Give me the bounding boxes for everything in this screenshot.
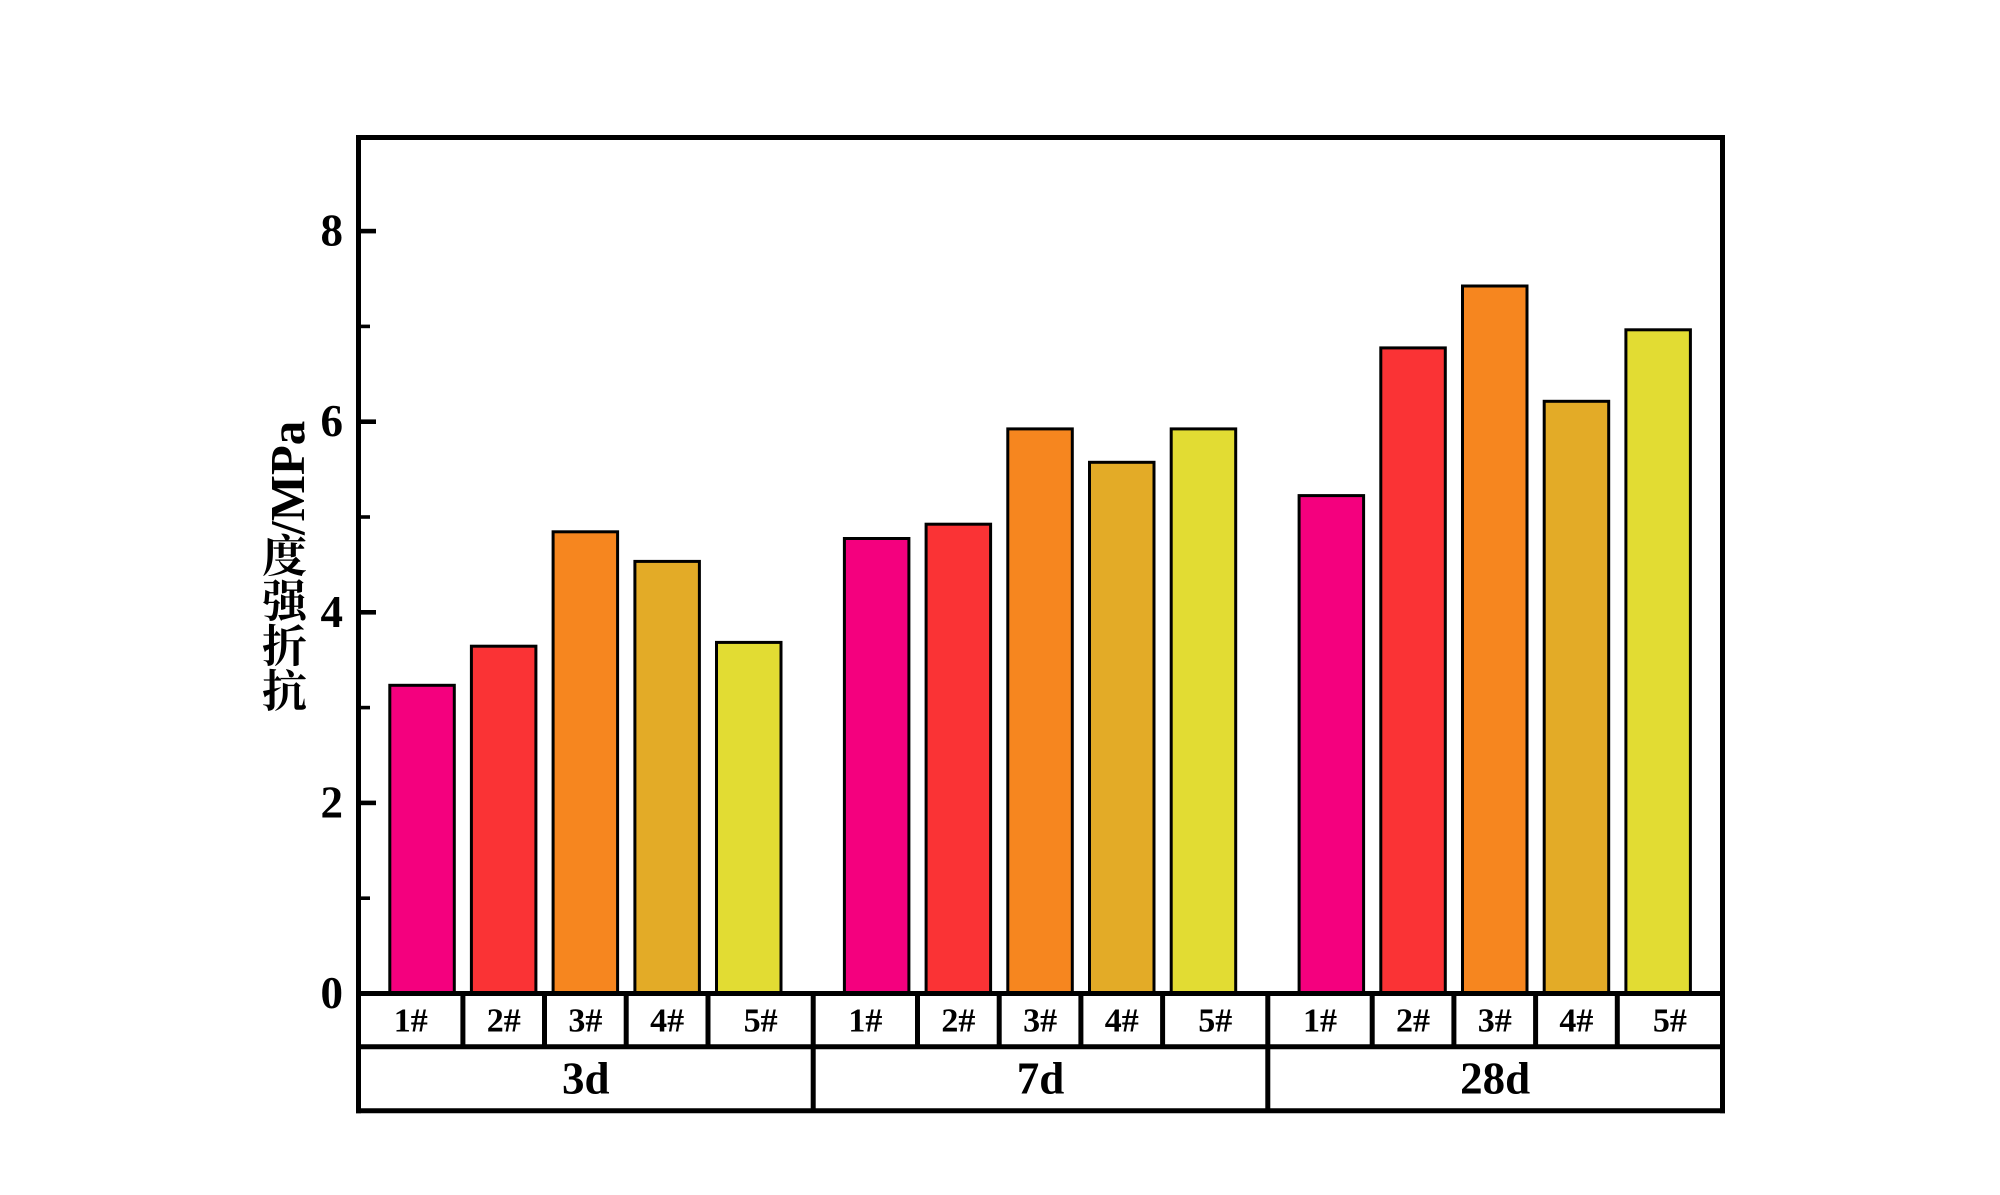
svg-text:2: 2 xyxy=(321,777,344,827)
svg-text:4#: 4# xyxy=(1105,1003,1139,1040)
svg-text:3#: 3# xyxy=(1023,1003,1057,1040)
svg-text:/MPa: /MPa xyxy=(260,421,315,536)
svg-text:7d: 7d xyxy=(1017,1054,1065,1104)
svg-text:4#: 4# xyxy=(650,1003,684,1040)
svg-text:3#: 3# xyxy=(568,1003,602,1040)
svg-text:8: 8 xyxy=(321,206,344,256)
svg-text:3d: 3d xyxy=(562,1054,610,1104)
svg-text:4: 4 xyxy=(321,587,344,637)
svg-text:6: 6 xyxy=(321,396,344,446)
svg-text:4#: 4# xyxy=(1559,1003,1593,1040)
svg-text:3#: 3# xyxy=(1478,1003,1512,1040)
svg-text:1#: 1# xyxy=(848,1003,882,1040)
svg-text:0: 0 xyxy=(321,968,344,1018)
svg-text:2#: 2# xyxy=(1396,1003,1430,1040)
svg-text:1#: 1# xyxy=(1303,1003,1337,1040)
svg-text:5#: 5# xyxy=(744,1003,778,1040)
svg-text:1#: 1# xyxy=(394,1003,428,1040)
svg-text:5#: 5# xyxy=(1653,1003,1687,1040)
svg-text:2#: 2# xyxy=(941,1003,975,1040)
svg-text:28d: 28d xyxy=(1460,1054,1530,1104)
svg-text:5#: 5# xyxy=(1198,1003,1232,1040)
svg-text:2#: 2# xyxy=(487,1003,521,1040)
